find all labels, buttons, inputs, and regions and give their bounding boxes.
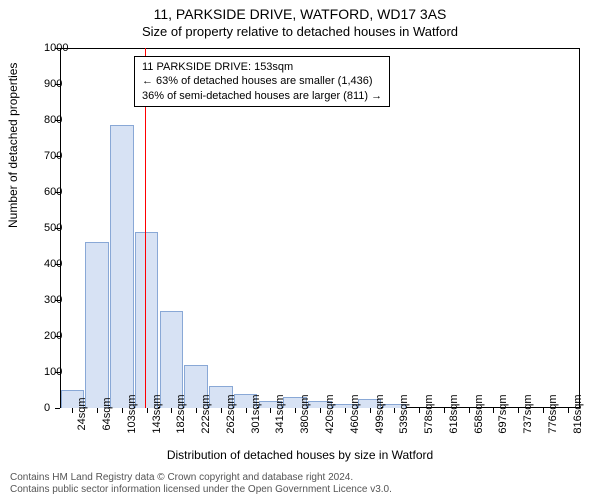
- x-tick: [171, 408, 172, 413]
- x-tick-label: 262sqm: [225, 394, 237, 433]
- chart-area: 01002003004005006007008009001000 24sqm64…: [60, 48, 580, 408]
- y-tick-label: 1000: [44, 42, 50, 54]
- x-tick: [444, 408, 445, 413]
- x-tick-label: 64sqm: [101, 397, 113, 430]
- x-tick-label: 182sqm: [175, 394, 187, 433]
- x-tick: [469, 408, 470, 413]
- footer-line-2: Contains public sector information licen…: [10, 484, 590, 496]
- x-tick-label: 658sqm: [473, 394, 485, 433]
- footer-text: Contains HM Land Registry data © Crown c…: [10, 472, 590, 496]
- y-tick-label: 300: [44, 294, 50, 306]
- y-tick: [55, 336, 60, 337]
- y-tick-label: 200: [44, 330, 50, 342]
- x-tick: [320, 408, 321, 413]
- histogram-bar: [110, 125, 134, 408]
- x-tick: [568, 408, 569, 413]
- histogram-bar: [135, 232, 159, 408]
- y-tick-label: 500: [44, 222, 50, 234]
- y-tick-label: 900: [44, 78, 50, 90]
- y-tick-label: 0: [44, 402, 50, 414]
- x-tick-label: 697sqm: [497, 394, 509, 433]
- annotation-line: 36% of semi-detached houses are larger (…: [142, 89, 382, 103]
- x-tick: [246, 408, 247, 413]
- x-tick: [419, 408, 420, 413]
- y-axis-label: Number of detached properties: [6, 63, 20, 228]
- x-tick: [196, 408, 197, 413]
- y-tick-label: 600: [44, 186, 50, 198]
- x-tick: [345, 408, 346, 413]
- x-tick-label: 618sqm: [448, 394, 460, 433]
- y-tick-label: 800: [44, 114, 50, 126]
- y-tick-label: 700: [44, 150, 50, 162]
- y-tick: [55, 48, 60, 49]
- x-tick: [493, 408, 494, 413]
- annotation-box: 11 PARKSIDE DRIVE: 153sqm← 63% of detach…: [134, 56, 390, 107]
- x-tick: [394, 408, 395, 413]
- y-tick-label: 100: [44, 366, 50, 378]
- y-tick: [55, 408, 60, 409]
- y-tick: [55, 84, 60, 85]
- x-tick: [370, 408, 371, 413]
- x-tick: [518, 408, 519, 413]
- x-tick: [295, 408, 296, 413]
- x-axis-label: Distribution of detached houses by size …: [0, 448, 600, 462]
- y-tick: [55, 120, 60, 121]
- x-tick: [97, 408, 98, 413]
- x-tick-label: 420sqm: [324, 394, 336, 433]
- y-tick: [55, 300, 60, 301]
- chart-container: 11, PARKSIDE DRIVE, WATFORD, WD17 3AS Si…: [0, 0, 600, 500]
- y-tick-label: 400: [44, 258, 50, 270]
- x-tick-label: 341sqm: [274, 394, 286, 433]
- x-tick: [221, 408, 222, 413]
- x-tick-label: 222sqm: [200, 394, 212, 433]
- x-tick-label: 380sqm: [299, 394, 311, 433]
- x-tick-label: 143sqm: [151, 394, 163, 433]
- y-tick: [55, 372, 60, 373]
- chart-subtitle: Size of property relative to detached ho…: [0, 22, 600, 39]
- x-tick-label: 539sqm: [398, 394, 410, 433]
- x-tick-label: 578sqm: [423, 394, 435, 433]
- x-tick-label: 776sqm: [547, 394, 559, 433]
- x-tick-label: 499sqm: [374, 394, 386, 433]
- x-tick-label: 460sqm: [349, 394, 361, 433]
- y-tick: [55, 156, 60, 157]
- y-tick: [55, 192, 60, 193]
- x-tick: [72, 408, 73, 413]
- annotation-line: ← 63% of detached houses are smaller (1,…: [142, 74, 382, 88]
- x-tick: [122, 408, 123, 413]
- annotation-line: 11 PARKSIDE DRIVE: 153sqm: [142, 60, 382, 74]
- x-tick: [147, 408, 148, 413]
- x-tick-label: 737sqm: [522, 394, 534, 433]
- histogram-bar: [85, 242, 109, 408]
- x-tick-label: 103sqm: [126, 394, 138, 433]
- x-tick-label: 301sqm: [250, 394, 262, 433]
- chart-title: 11, PARKSIDE DRIVE, WATFORD, WD17 3AS: [0, 0, 600, 22]
- histogram-bar: [160, 311, 184, 408]
- y-tick: [55, 264, 60, 265]
- y-tick: [55, 228, 60, 229]
- footer-line-1: Contains HM Land Registry data © Crown c…: [10, 472, 590, 484]
- x-tick-label: 816sqm: [572, 394, 584, 433]
- x-tick: [270, 408, 271, 413]
- x-tick-label: 24sqm: [76, 397, 88, 430]
- x-tick: [543, 408, 544, 413]
